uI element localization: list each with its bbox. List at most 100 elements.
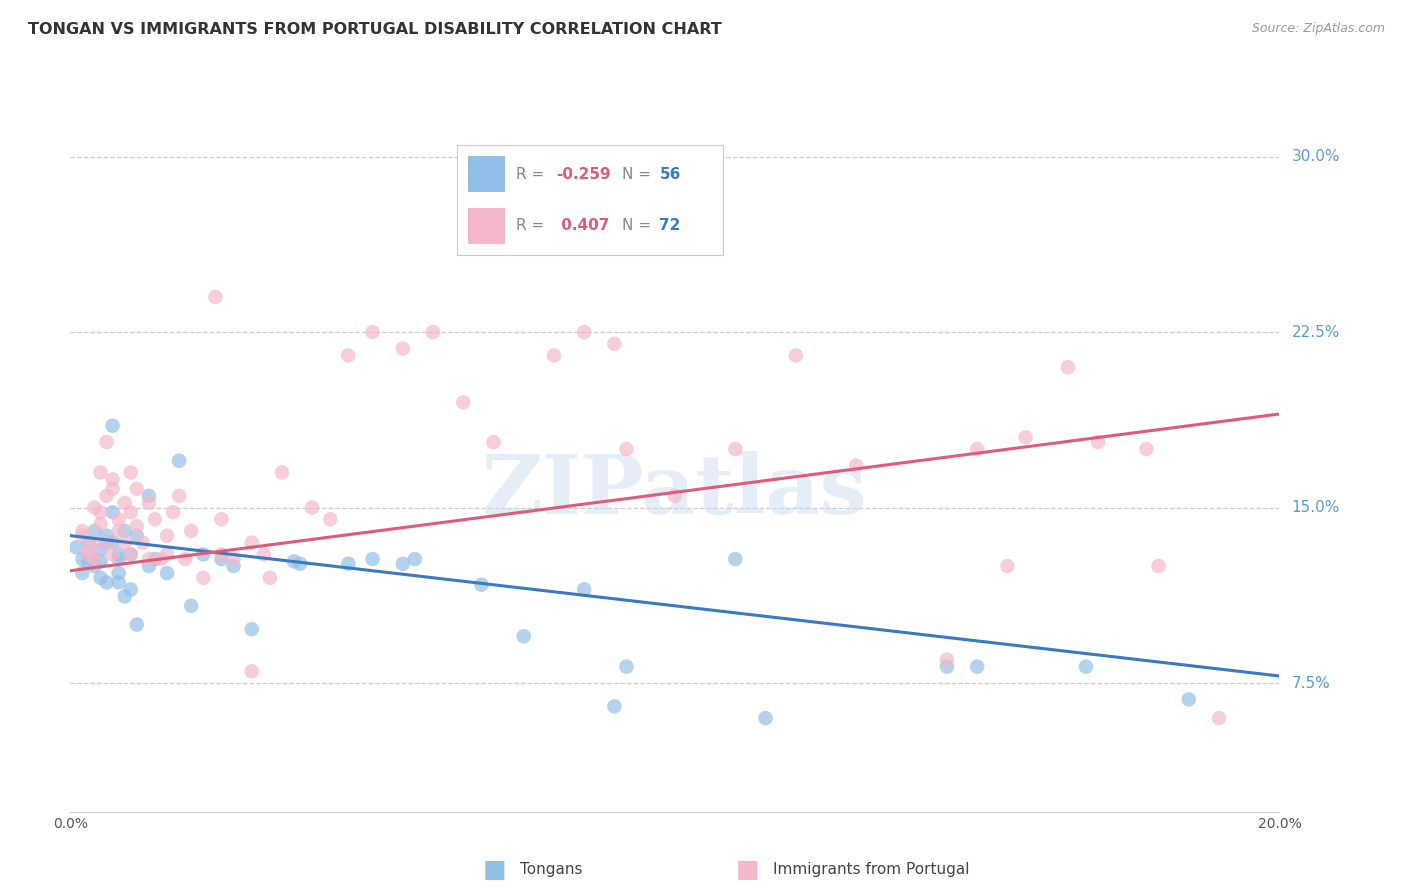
Point (995, 559, 1018, 574)
Point (270, 466, 294, 480)
Text: 0.407: 0.407 (555, 218, 609, 233)
Point (724, 442, 747, 456)
Text: 7.5%: 7.5% (1292, 675, 1330, 690)
Point (120, 466, 142, 480)
Point (616, 659, 638, 673)
Point (470, 578, 492, 592)
Point (72, 566, 94, 580)
Point (603, 699, 626, 714)
FancyBboxPatch shape (468, 208, 505, 244)
Point (143, 552, 166, 566)
Text: ■: ■ (735, 858, 759, 881)
Point (90, 466, 111, 480)
Point (1087, 435, 1109, 450)
Point (174, 552, 197, 566)
Point (114, 590, 136, 604)
Point (1178, 692, 1201, 706)
Point (482, 435, 505, 450)
Point (1014, 430, 1036, 444)
Text: N =: N = (623, 218, 657, 233)
Point (391, 557, 415, 571)
Point (966, 442, 988, 456)
Point (319, 512, 342, 526)
Point (83, 552, 105, 566)
Text: 72: 72 (659, 218, 681, 233)
Point (77, 547, 100, 561)
Point (90, 554, 111, 568)
Point (156, 566, 179, 580)
Point (664, 489, 686, 503)
Point (120, 547, 142, 561)
Point (72, 528, 94, 542)
Point (101, 418, 124, 433)
Point (143, 512, 166, 526)
Point (72, 524, 94, 538)
Text: 56: 56 (659, 167, 681, 182)
Text: Tongans: Tongans (520, 863, 582, 877)
Point (204, 290, 226, 304)
Point (453, 395, 475, 409)
Point (253, 547, 276, 561)
Point (120, 547, 142, 561)
Text: 30.0%: 30.0% (1292, 149, 1340, 164)
Point (77, 535, 100, 549)
Point (936, 653, 959, 667)
Text: R =: R = (516, 218, 548, 233)
Point (101, 482, 124, 496)
Point (72, 552, 94, 566)
Point (90, 571, 111, 585)
Point (603, 336, 626, 351)
Point (83, 500, 105, 515)
Point (724, 552, 747, 566)
Point (101, 535, 124, 549)
Point (90, 542, 111, 557)
Point (65, 541, 87, 555)
Point (96, 535, 118, 549)
Point (180, 524, 202, 538)
Point (240, 665, 263, 679)
Point (107, 524, 129, 538)
Point (101, 505, 124, 519)
Point (101, 547, 124, 561)
Point (337, 349, 360, 363)
Text: ■: ■ (482, 858, 506, 881)
Point (150, 552, 172, 566)
Text: 15.0%: 15.0% (1292, 500, 1340, 515)
Point (966, 659, 988, 673)
Point (83, 559, 105, 574)
Point (361, 325, 384, 339)
Point (222, 552, 245, 566)
Point (574, 325, 596, 339)
Point (240, 622, 263, 636)
Point (845, 458, 868, 473)
Point (96, 435, 118, 450)
Point (120, 505, 142, 519)
Point (574, 582, 596, 597)
Text: Source: ZipAtlas.com: Source: ZipAtlas.com (1251, 22, 1385, 36)
Text: N =: N = (623, 167, 657, 182)
Point (90, 516, 111, 531)
Point (156, 528, 179, 542)
Point (96, 528, 118, 542)
Point (513, 629, 536, 643)
Point (1208, 711, 1230, 725)
Text: R =: R = (516, 167, 548, 182)
Point (77, 547, 100, 561)
Text: ZIPatlas: ZIPatlas (482, 450, 868, 531)
Text: -0.259: -0.259 (555, 167, 610, 182)
Point (114, 524, 136, 538)
Point (83, 552, 105, 566)
Point (107, 547, 129, 561)
Point (83, 535, 105, 549)
Point (337, 557, 360, 571)
Point (83, 524, 105, 538)
Point (616, 442, 638, 456)
Point (96, 489, 118, 503)
Point (77, 542, 100, 557)
Point (107, 575, 129, 590)
Point (162, 505, 184, 519)
Point (193, 547, 215, 561)
Point (543, 349, 565, 363)
Point (936, 659, 959, 673)
Point (77, 554, 100, 568)
